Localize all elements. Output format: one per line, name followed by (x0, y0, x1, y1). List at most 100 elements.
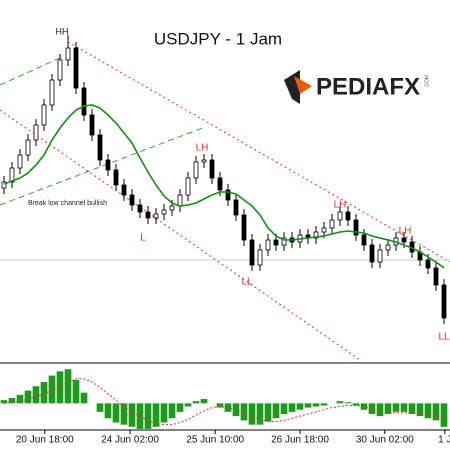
candle-body (321, 227, 327, 233)
candle-body (153, 213, 159, 219)
candle-body (345, 211, 351, 221)
candle-body (233, 199, 239, 216)
candle-body (25, 139, 31, 156)
candle-body (161, 209, 167, 215)
macd-bar (72, 379, 80, 404)
macd-bar (336, 401, 344, 404)
macd-bar (184, 403, 192, 407)
macd-bar (176, 403, 184, 412)
candle-body (385, 244, 391, 251)
x-tick-label: 26 Jun 18:00 (271, 435, 329, 446)
macd-bar (256, 403, 264, 425)
candle-body (89, 114, 95, 136)
macd-bar (272, 403, 280, 419)
candle-body (65, 47, 71, 61)
macd-bar (320, 403, 328, 406)
macd-bar (440, 403, 448, 427)
candle-body (401, 237, 407, 243)
macd-bar (264, 403, 272, 422)
candle-body (369, 244, 375, 263)
macd-bar (408, 403, 416, 414)
macd-bar (304, 403, 312, 408)
candle-body (241, 214, 247, 241)
macd-bar (288, 403, 296, 412)
candle-body (129, 194, 135, 206)
macd-bar (64, 369, 72, 404)
macd-bar (200, 399, 208, 404)
logo-name: PEDIAFX (316, 73, 420, 100)
macd-bar (168, 403, 176, 419)
candle-body (273, 239, 279, 246)
candle-body (209, 159, 215, 179)
candle-body (57, 59, 63, 81)
macd-bar (240, 403, 248, 421)
candle-body (337, 211, 343, 221)
x-tick-label: 20 Jun 18:00 (16, 435, 74, 446)
macd-bar (40, 382, 48, 404)
macd-bar (160, 403, 168, 423)
candle-body (81, 87, 87, 116)
macd-bar (312, 403, 320, 407)
candle-body (105, 159, 111, 171)
annotation: LL (438, 332, 450, 343)
macd-bar (368, 403, 376, 414)
moving-average (3, 104, 445, 269)
candle-body (257, 249, 263, 266)
candle-body (425, 259, 431, 269)
macd-bar (232, 403, 240, 417)
trend-line (0, 56, 63, 86)
candle-body (201, 159, 207, 163)
candle-body (145, 211, 151, 219)
macd-bar (8, 398, 16, 404)
candle-body (1, 181, 7, 189)
candle-body (217, 177, 223, 191)
macd-bar (32, 386, 40, 404)
macd-bar (16, 394, 24, 404)
macd-bar (432, 403, 440, 421)
candle-body (41, 104, 47, 126)
annotation: L (140, 233, 146, 244)
candle-body (137, 204, 143, 213)
macd-bar (296, 403, 304, 410)
candle-body (121, 184, 127, 196)
candle-body (113, 169, 119, 186)
annotation: HH (56, 26, 69, 36)
candle-body (433, 267, 439, 286)
macd-bar (384, 403, 392, 414)
macd-bar (96, 403, 104, 412)
macd-bar (216, 403, 224, 408)
logo-suffix: .COM (424, 75, 430, 88)
macd-bar (128, 403, 136, 427)
macd-bar (192, 401, 200, 404)
macd-bar (48, 375, 56, 404)
x-tick-label: 25 Jun 10:00 (186, 435, 244, 446)
candle-body (265, 239, 271, 251)
candle-body (225, 189, 231, 201)
candle-body (177, 194, 183, 207)
macd-bar (56, 371, 64, 404)
macd-bar (424, 403, 432, 419)
candle-body (49, 79, 55, 106)
x-tick-label: 24 Jun 02:00 (101, 435, 159, 446)
macd-bar (392, 403, 400, 412)
candle-body (361, 234, 367, 246)
annotation: Break low channel bullish (28, 200, 107, 207)
candle-body (377, 249, 383, 263)
logo-icon (294, 76, 312, 94)
x-tick-label: 1 J (438, 435, 450, 446)
macd-bar (248, 403, 256, 425)
x-tick-label: 30 Jun 02:00 (356, 435, 414, 446)
candle-body (193, 161, 199, 179)
macd-bar (280, 403, 288, 414)
macd-bar (144, 403, 152, 429)
candle-body (281, 237, 287, 246)
macd-bar (152, 403, 160, 427)
macd-bar (360, 403, 368, 410)
signal-line (3, 378, 445, 426)
trend-line (0, 126, 206, 206)
macd-bar (344, 402, 352, 404)
macd-bar (0, 400, 8, 404)
annotation: LH (399, 226, 412, 237)
candle-body (33, 124, 39, 141)
